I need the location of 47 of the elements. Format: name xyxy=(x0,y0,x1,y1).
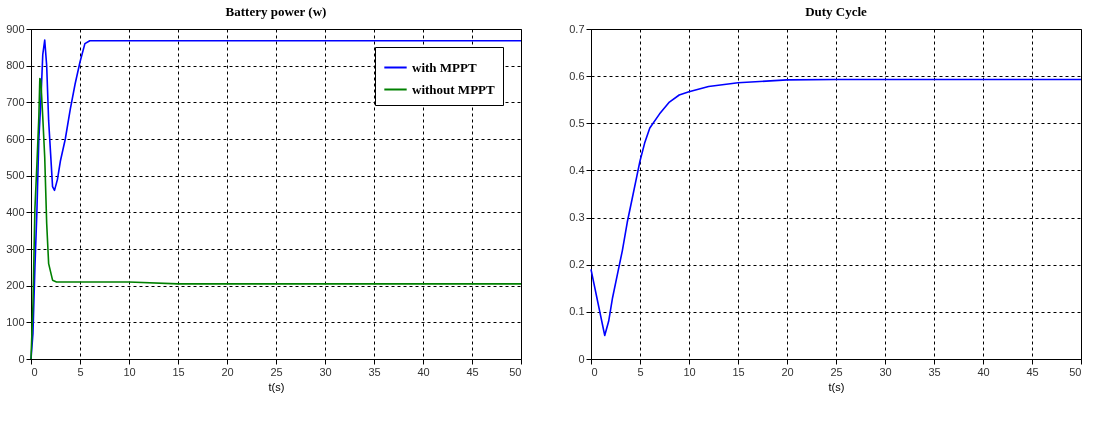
y-tick-label: 0.3 xyxy=(569,211,585,224)
y-tick-label: 700 xyxy=(6,95,25,108)
x-tick-label: 10 xyxy=(683,365,696,378)
x-tick-label: 35 xyxy=(928,365,941,378)
x-tick-label: 45 xyxy=(466,365,479,378)
legend-label: with MPPT xyxy=(412,59,477,75)
chart-title: Battery power (w) xyxy=(225,4,327,19)
x-tick-label: 45 xyxy=(1026,365,1039,378)
y-tick-label: 0.2 xyxy=(569,258,585,271)
x-tick-label: 50 xyxy=(509,365,522,378)
x-tick-label: 20 xyxy=(221,365,234,378)
x-tick-label: 50 xyxy=(1069,365,1082,378)
x-tick-label: 15 xyxy=(172,365,185,378)
x-tick-label: 40 xyxy=(417,365,430,378)
x-tick-label: 30 xyxy=(319,365,332,378)
x-tick-label: 15 xyxy=(732,365,745,378)
y-tick-label: 100 xyxy=(6,315,25,328)
x-tick-label: 0 xyxy=(31,365,38,378)
y-tick-label: 0 xyxy=(18,352,25,365)
x-tick-label: 5 xyxy=(77,365,84,378)
x-tick-label: 40 xyxy=(977,365,990,378)
x-axis-title: t(s) xyxy=(268,380,285,393)
x-tick-label: 25 xyxy=(270,365,283,378)
x-tick-label: 35 xyxy=(368,365,381,378)
y-tick-label: 900 xyxy=(6,22,25,35)
x-tick-label: 30 xyxy=(879,365,892,378)
x-tick-label: 0 xyxy=(591,365,598,378)
y-tick-label: 0.7 xyxy=(569,22,585,35)
y-tick-label: 0.5 xyxy=(569,116,585,129)
y-tick-label: 200 xyxy=(6,279,25,292)
chart-title: Duty Cycle xyxy=(805,4,868,19)
legend-label: without MPPT xyxy=(412,81,496,97)
x-tick-label: 10 xyxy=(123,365,136,378)
x-tick-label: 5 xyxy=(637,365,644,378)
y-tick-label: 500 xyxy=(6,169,25,182)
x-tick-label: 20 xyxy=(781,365,794,378)
x-axis-title: t(s) xyxy=(828,380,845,393)
y-tick-label: 0.6 xyxy=(569,69,585,82)
line-series xyxy=(590,78,1082,337)
y-tick-label: 0 xyxy=(578,352,585,365)
y-tick-label: 0.4 xyxy=(569,163,585,176)
y-tick-label: 800 xyxy=(6,59,25,72)
y-tick-label: 400 xyxy=(6,205,25,218)
x-tick-label: 25 xyxy=(830,365,843,378)
y-tick-label: 300 xyxy=(6,242,25,255)
y-tick-label: 0.1 xyxy=(569,305,585,318)
y-tick-label: 600 xyxy=(6,132,25,145)
